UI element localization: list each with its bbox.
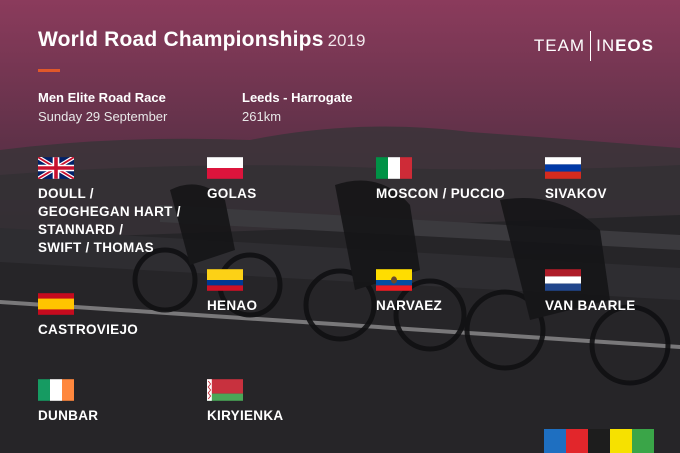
uk-flag-icon <box>38 157 74 179</box>
stripe-yellow <box>610 429 632 453</box>
rider-names: KIRYIENKA <box>207 408 284 423</box>
rider-entry-rus: SIVAKOV <box>545 157 607 203</box>
stripe-blue <box>544 429 566 453</box>
race-route: Leeds - Harrogate <box>242 90 353 105</box>
rider-names: MOSCON / PUCCIO <box>376 186 506 201</box>
logo-ineos-part-b: EOS <box>615 36 654 55</box>
poland-flag-icon <box>207 157 243 179</box>
russia-flag-icon <box>545 157 581 179</box>
rider-entry-blr: KIRYIENKA <box>207 379 283 425</box>
rider-names: HENAO <box>207 298 258 313</box>
race-date: Sunday 29 September <box>38 109 168 124</box>
italy-flag-icon <box>376 157 412 179</box>
rider-entry-gbr: DOULL / GEOGHEGAN HART / STANNARD / SWIF… <box>38 157 181 257</box>
rider-entry-col: HENAO <box>207 269 257 315</box>
stripe-red <box>566 429 588 453</box>
rider-names: NARVAEZ <box>376 298 443 313</box>
rider-names: DOULL / GEOGHEGAN HART / STANNARD / SWIF… <box>38 186 181 255</box>
team-ineos-logo: TEAM INEOS <box>534 31 654 61</box>
rider-entry-ecu: NARVAEZ <box>376 269 442 315</box>
race-info: Men Elite Road Race Sunday 29 September <box>38 88 167 126</box>
rider-entry-esp: CASTROVIEJO <box>38 293 138 339</box>
logo-team-text: TEAM <box>533 36 586 55</box>
logo-ineos-part-a: IN <box>596 36 616 55</box>
rider-names: DUNBAR <box>38 408 99 423</box>
stripe-green <box>632 429 654 453</box>
belarus-flag-icon <box>207 379 243 401</box>
rider-entry-ita: MOSCON / PUCCIO <box>376 157 505 203</box>
rider-names: CASTROVIEJO <box>38 322 139 337</box>
logo-ineos-text: INEOS <box>596 36 654 56</box>
route-info: Leeds - Harrogate 261km <box>242 88 353 126</box>
ireland-flag-icon <box>38 379 74 401</box>
rider-entry-pol: GOLAS <box>207 157 257 203</box>
rider-entry-irl: DUNBAR <box>38 379 98 425</box>
race-distance: 261km <box>242 109 282 124</box>
header-title-row: World Road Championships 2019 <box>38 28 365 52</box>
ecuador-flag-icon <box>376 269 412 291</box>
rider-entry-ned: VAN BAARLE <box>545 269 636 315</box>
netherlands-flag-icon <box>545 269 581 291</box>
title-year: 2019 <box>327 31 366 50</box>
colombia-flag-icon <box>207 269 243 291</box>
accent-divider <box>38 69 60 72</box>
race-name: Men Elite Road Race <box>38 90 166 105</box>
rider-names: GOLAS <box>207 186 257 201</box>
page-title: World Road Championships <box>38 28 324 51</box>
stripe-black <box>588 429 610 453</box>
rider-names: VAN BAARLE <box>545 298 636 313</box>
rainbow-stripes <box>544 429 654 453</box>
logo-separator <box>590 31 592 61</box>
spain-flag-icon <box>38 293 74 315</box>
rider-names: SIVAKOV <box>545 186 607 201</box>
